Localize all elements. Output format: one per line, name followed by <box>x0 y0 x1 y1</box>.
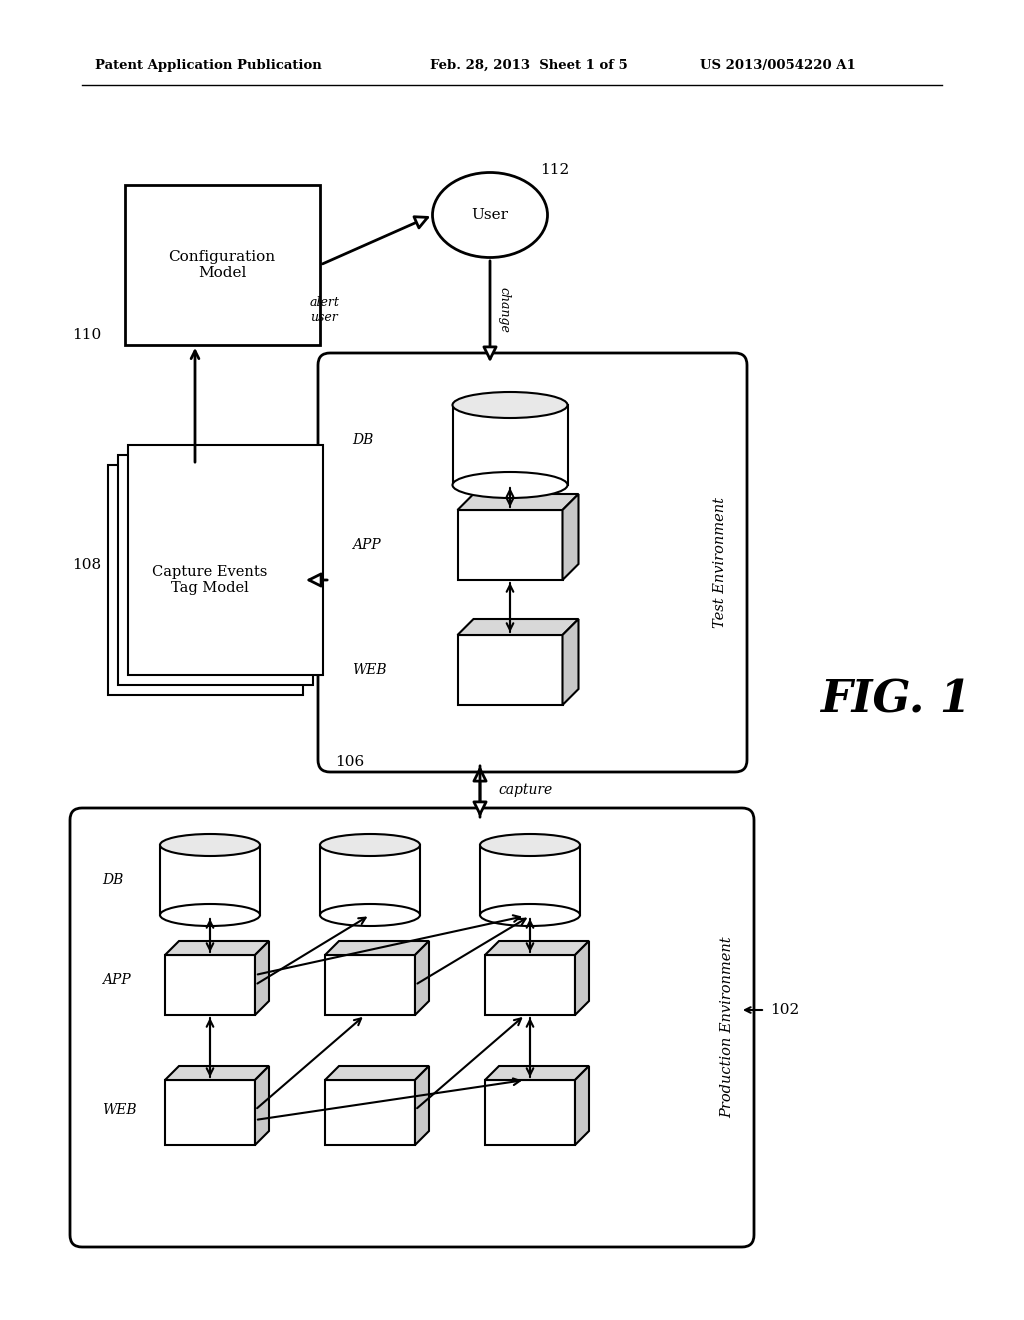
Bar <box>325 954 415 1015</box>
Ellipse shape <box>160 834 260 855</box>
Bar <box>325 1080 415 1144</box>
FancyBboxPatch shape <box>70 808 754 1247</box>
Text: WEB: WEB <box>352 663 387 677</box>
Bar <box>480 845 580 915</box>
Polygon shape <box>562 619 579 705</box>
Bar <box>485 954 575 1015</box>
Polygon shape <box>458 619 579 635</box>
Bar <box>485 1080 575 1144</box>
Polygon shape <box>415 941 429 1015</box>
Text: Feb. 28, 2013  Sheet 1 of 5: Feb. 28, 2013 Sheet 1 of 5 <box>430 58 628 71</box>
Bar <box>160 845 260 915</box>
Bar <box>125 185 319 345</box>
Bar <box>128 445 323 675</box>
Text: 106: 106 <box>335 755 365 770</box>
Text: APP: APP <box>352 539 381 552</box>
Text: 102: 102 <box>770 1003 800 1016</box>
Text: APP: APP <box>102 973 131 987</box>
Bar <box>453 405 567 484</box>
Text: capture: capture <box>498 783 552 797</box>
Bar <box>165 954 255 1015</box>
Text: Patent Application Publication: Patent Application Publication <box>95 58 322 71</box>
Polygon shape <box>575 941 589 1015</box>
Bar <box>118 455 313 685</box>
Bar <box>108 465 303 696</box>
FancyBboxPatch shape <box>318 352 746 772</box>
Polygon shape <box>325 1067 429 1080</box>
Text: 110: 110 <box>72 327 101 342</box>
Text: US 2013/0054220 A1: US 2013/0054220 A1 <box>700 58 856 71</box>
Polygon shape <box>415 1067 429 1144</box>
Bar <box>165 1080 255 1144</box>
Polygon shape <box>575 1067 589 1144</box>
Polygon shape <box>165 941 269 954</box>
Text: change: change <box>497 286 510 333</box>
Text: Test Environment: Test Environment <box>713 498 727 628</box>
Text: DB: DB <box>102 873 123 887</box>
Ellipse shape <box>453 392 567 418</box>
Polygon shape <box>485 1067 589 1080</box>
Text: alert
user: alert user <box>310 296 340 323</box>
Ellipse shape <box>319 834 420 855</box>
Polygon shape <box>255 941 269 1015</box>
Bar <box>458 635 562 705</box>
Ellipse shape <box>160 904 260 927</box>
Text: Configuration
Model: Configuration Model <box>168 249 275 280</box>
Text: Capture Events
Tag Model: Capture Events Tag Model <box>153 565 267 595</box>
Polygon shape <box>485 941 589 954</box>
Bar <box>458 510 562 579</box>
Bar <box>319 845 420 915</box>
Text: WEB: WEB <box>102 1104 136 1117</box>
Polygon shape <box>325 941 429 954</box>
Text: 108: 108 <box>72 558 101 572</box>
Text: FIG. 1: FIG. 1 <box>820 678 971 722</box>
Text: Production Environment: Production Environment <box>720 937 734 1118</box>
Text: User: User <box>471 209 509 222</box>
Polygon shape <box>165 1067 269 1080</box>
Text: DB: DB <box>352 433 374 447</box>
Ellipse shape <box>319 904 420 927</box>
Ellipse shape <box>480 834 580 855</box>
Polygon shape <box>562 494 579 579</box>
Ellipse shape <box>480 904 580 927</box>
Polygon shape <box>255 1067 269 1144</box>
Text: 112: 112 <box>540 162 569 177</box>
Polygon shape <box>458 494 579 510</box>
Ellipse shape <box>453 473 567 498</box>
Ellipse shape <box>432 173 548 257</box>
